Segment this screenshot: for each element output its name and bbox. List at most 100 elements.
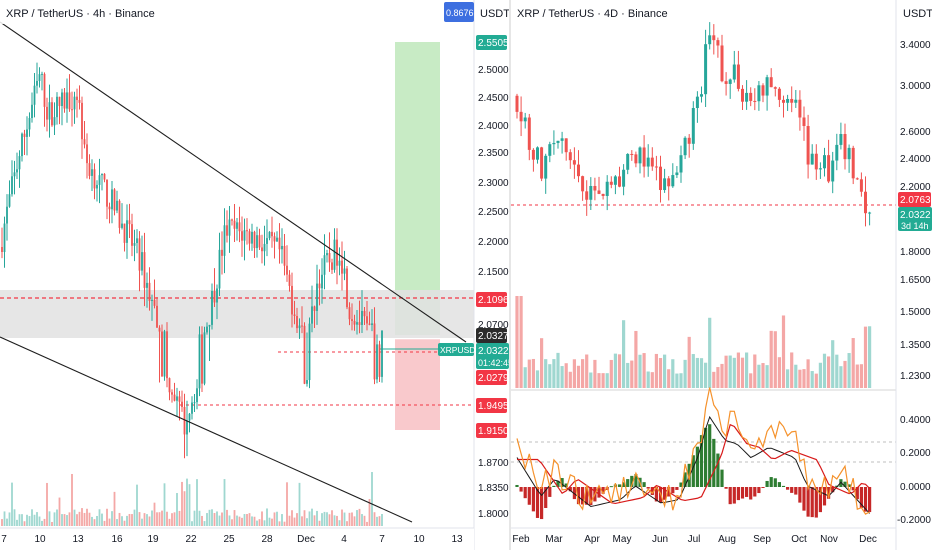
long-position-profit-zone[interactable] xyxy=(395,42,440,335)
right-chart[interactable]: XRP / TetherUS · 4D · Binance USDT 3.400… xyxy=(511,0,932,550)
candle-body xyxy=(316,283,318,311)
volume-bar xyxy=(687,336,691,388)
left-price-ticks: 2.5000 2.4500 2.4000 2.3500 2.3000 2.250… xyxy=(478,65,509,520)
stop-price-label[interactable] xyxy=(476,423,507,438)
left-price-axis[interactable] xyxy=(474,0,509,550)
candle-body xyxy=(609,181,613,185)
left-chart-title: XRP / TetherUS · 4h · Binance xyxy=(6,8,155,20)
entry-price-label[interactable] xyxy=(476,370,507,385)
price-tick: 1.8000 xyxy=(900,247,931,258)
right-price-axis[interactable] xyxy=(896,0,932,550)
macd-histogram-bar xyxy=(716,453,720,487)
volume-bar xyxy=(53,512,56,526)
candle-body xyxy=(782,99,785,103)
resistance-zone[interactable] xyxy=(0,290,474,338)
volume-bar xyxy=(654,353,658,388)
candle-body xyxy=(96,184,98,189)
volume-bar xyxy=(261,511,263,526)
upper-trendline[interactable] xyxy=(0,21,467,343)
last-price-label[interactable] xyxy=(476,328,507,343)
candle-body xyxy=(276,237,278,242)
macd-histogram-bar xyxy=(589,487,593,506)
prev-close-label[interactable] xyxy=(898,192,931,207)
support-price-label[interactable] xyxy=(476,398,507,413)
drawing-label-blue[interactable] xyxy=(444,2,474,22)
volume-bar xyxy=(303,510,306,526)
candle-body xyxy=(298,325,301,329)
target-price-label[interactable] xyxy=(476,35,507,50)
macd-histogram-bar xyxy=(519,487,523,492)
candle-body xyxy=(613,176,617,185)
pane-divider[interactable] xyxy=(509,0,511,550)
symbol-tag[interactable] xyxy=(438,343,474,356)
candle-body xyxy=(630,153,634,155)
entry-price-text: 2.0279 xyxy=(478,373,509,384)
candle-body xyxy=(248,231,251,244)
volume-bar xyxy=(732,357,736,388)
right-current-price-label[interactable] xyxy=(898,207,932,231)
candle-body xyxy=(53,117,56,126)
price-tick: 2.0700 xyxy=(478,320,509,331)
price-tick: 2.2500 xyxy=(478,207,509,218)
volume-bar xyxy=(138,512,141,526)
volume-bar xyxy=(181,481,183,526)
candle-body xyxy=(123,223,126,243)
volume-bar xyxy=(186,478,188,526)
volume-bar xyxy=(749,373,753,388)
candle-body xyxy=(296,316,298,329)
current-price-label[interactable] xyxy=(476,343,509,369)
left-time-axis[interactable] xyxy=(0,528,474,550)
long-position-loss-zone[interactable] xyxy=(395,339,440,430)
candle-body xyxy=(708,35,712,45)
price-tick: 1.2300 xyxy=(900,371,931,382)
candle-body xyxy=(91,169,93,176)
volume-bar xyxy=(153,502,156,526)
candle-body xyxy=(201,334,203,384)
price-tick: 1.6500 xyxy=(900,275,931,286)
volume-bar xyxy=(43,518,46,526)
left-chart[interactable]: XRP / TetherUS · 4h · Binance USDT 2.500… xyxy=(0,0,509,550)
volume-bar xyxy=(283,521,286,526)
candle-body xyxy=(81,102,83,140)
resistance-price-label[interactable] xyxy=(476,292,507,307)
candle-body xyxy=(313,306,316,311)
volume-bar xyxy=(851,338,855,388)
candle-body xyxy=(827,155,831,182)
volume-bar xyxy=(378,516,381,526)
candle-body xyxy=(23,133,26,137)
volume-bar xyxy=(161,510,163,526)
volume-bar xyxy=(96,515,98,526)
price-tick: 2.4000 xyxy=(478,121,509,132)
volume-bar xyxy=(268,517,271,526)
macd-histogram-bar xyxy=(581,487,585,505)
candle-body xyxy=(868,212,872,214)
candle-body xyxy=(168,378,171,393)
volume-bar xyxy=(835,354,839,388)
lower-trendline[interactable] xyxy=(0,336,413,523)
volume-bar xyxy=(609,359,613,388)
candle-body xyxy=(589,186,593,200)
volume-bar xyxy=(33,514,36,526)
candle-body xyxy=(353,320,356,325)
candle-body xyxy=(515,95,519,112)
candle-body xyxy=(251,231,253,244)
candle-body xyxy=(338,260,341,266)
volume-bar xyxy=(601,373,605,388)
volume-bar xyxy=(843,360,847,388)
candle-body xyxy=(634,154,638,164)
candle-body xyxy=(328,253,331,263)
volume-bar xyxy=(23,521,26,526)
candle-body xyxy=(361,310,363,325)
volume-bar xyxy=(683,359,687,388)
volume-bar xyxy=(223,479,226,526)
volume-bar xyxy=(589,372,593,388)
macd-histogram-bar xyxy=(728,487,732,505)
volume-bar xyxy=(68,512,71,526)
candle-body xyxy=(321,274,323,289)
volume-bar xyxy=(226,509,228,526)
candle-body xyxy=(552,142,556,145)
candle-body xyxy=(695,96,699,109)
candle-body xyxy=(311,306,313,324)
candle-body xyxy=(519,111,523,122)
volume-bar xyxy=(581,359,585,388)
